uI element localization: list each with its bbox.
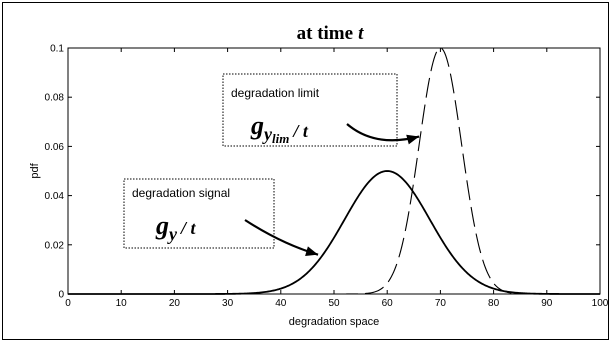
y-tick: 0.04	[45, 191, 600, 202]
x-tick-label: 80	[488, 298, 500, 309]
x-tick-label: 70	[435, 298, 447, 309]
y-tick: 0.08	[45, 93, 600, 104]
annotation-degradation-limit: degradation limit gylim / t	[222, 73, 420, 147]
figure-frame	[2, 2, 609, 340]
x-tick-label: 20	[169, 298, 181, 309]
x-tick: 60	[382, 48, 394, 309]
x-axis-ticks: 0 10 20 30 40 50 60 70 80 90 100	[65, 48, 609, 309]
y-tick-label: 0.04	[45, 191, 65, 202]
y-tick-label: 0.02	[45, 240, 65, 251]
annotation-arrowhead-limit	[406, 134, 420, 145]
chart-title-text: at time	[297, 23, 353, 44]
y-tick: 0.1	[50, 44, 600, 55]
chart-title: at time t	[297, 23, 364, 44]
x-tick-label: 10	[116, 298, 128, 309]
x-axis-label: degradation space	[289, 316, 380, 328]
y-tick: 0.06	[45, 142, 600, 153]
signal-math-sub: y	[167, 224, 178, 244]
y-axis-label: pdf	[29, 162, 41, 178]
y-axis-ticks: 0 0.02 0.04 0.06 0.08 0.1	[45, 44, 600, 301]
annotation-box-signal	[123, 178, 275, 249]
x-tick-label: 40	[275, 298, 287, 309]
annotation-label-limit: degradation limit	[231, 86, 320, 100]
x-tick-label: 30	[222, 298, 234, 309]
y-tick: 0.02	[45, 240, 600, 251]
chart-title-var: t	[358, 23, 364, 44]
limit-math-subsub: lim	[272, 131, 289, 146]
x-tick-label: 0	[65, 298, 71, 309]
limit-math-base: g	[250, 111, 264, 140]
annotation-label-signal: degradation signal	[132, 186, 230, 200]
x-tick: 70	[435, 48, 447, 309]
y-tick-label: 0.08	[45, 93, 65, 104]
limit-math-tail: / t	[291, 121, 309, 141]
x-tick-label: 60	[382, 298, 394, 309]
x-tick-label: 90	[541, 298, 553, 309]
signal-math-tail: / t	[179, 218, 197, 238]
y-tick-label: 0.1	[50, 44, 64, 55]
x-tick: 80	[488, 48, 500, 309]
annotation-box-limit	[222, 73, 398, 147]
x-tick: 50	[328, 48, 340, 309]
annotation-arrowhead-signal	[305, 246, 319, 256]
x-tick-label: 50	[328, 298, 340, 309]
signal-math-base: g	[155, 211, 169, 240]
y-tick-label: 0	[58, 290, 64, 301]
svg-text:gylim/ t: gylim / t	[250, 111, 309, 146]
series-group	[68, 47, 600, 295]
x-tick: 90	[541, 48, 553, 309]
svg-text:gy/ t: gy / t	[155, 211, 197, 244]
limit-math-sub: y	[262, 124, 273, 144]
annotation-degradation-signal: degradation signal gy / t	[123, 178, 319, 256]
series-line-1	[68, 47, 600, 295]
x-tick-label: 100	[592, 298, 609, 309]
y-tick-label: 0.06	[45, 142, 65, 153]
x-tick: 40	[275, 48, 287, 309]
